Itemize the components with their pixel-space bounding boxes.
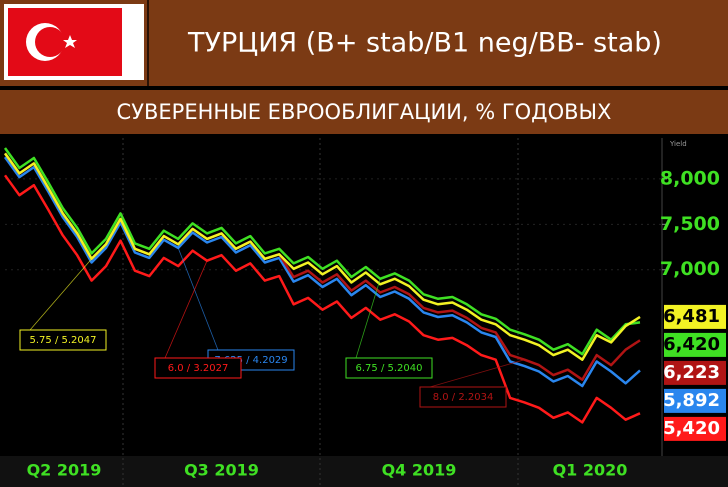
y-axis-label: Yield [669,140,687,148]
series-annotation: 6.75 / 5.2040 [356,363,423,374]
flag-star [63,35,77,48]
last-value-label: 6,481 [663,306,720,327]
y-tick-label: 8,000 [660,167,720,189]
annotation-leader [29,258,92,331]
subtitle-band [0,90,728,134]
last-value-tag [664,332,726,357]
last-value-tag [664,388,726,413]
annotation-box [419,386,507,408]
series-line [3,152,641,361]
last-value-label: 5,892 [663,390,720,411]
last-value-tag [664,304,726,329]
annotation-box [154,357,242,379]
x-tick-label: Q1 2020 [553,461,628,480]
x-tick-label: Q2 2019 [27,461,102,480]
x-axis-band [0,456,728,487]
annotation-leader [355,278,381,359]
annotation-box [345,357,433,379]
annotation-leader [164,260,208,359]
series-line [3,174,641,424]
series-annotation: 6.0 / 3.2027 [168,363,229,374]
flag-crescent-cut [35,27,65,57]
last-value-tag [664,360,726,385]
x-tick-label: Q3 2019 [184,461,259,480]
series-annotation: 8.0 / 2.2034 [433,392,494,403]
annotation-leader [177,247,219,351]
annotation-box [19,329,107,351]
last-value-label: 6,223 [663,362,720,383]
series-annotation: 5.75 / 5.2047 [30,335,97,346]
last-value-tag [664,416,726,441]
series-annotation: 7.625 / 4.2029 [214,355,287,366]
last-value-label: 6,420 [663,334,720,355]
chart-title: ТУРЦИЯ (B+ stab/B1 neg/BB- stab) [187,28,662,59]
x-tick-label: Q4 2019 [382,461,457,480]
y-tick-label: 7,500 [660,213,720,235]
series-line [3,156,641,388]
annotation-leader [429,359,525,388]
y-tick-label: 7,000 [660,258,720,280]
chart-subtitle: СУВЕРЕННЫЕ ЕВРООБЛИГАЦИИ, % ГОДОВЫХ [117,100,612,124]
last-value-label: 5,420 [663,418,720,439]
series-line [3,147,641,356]
